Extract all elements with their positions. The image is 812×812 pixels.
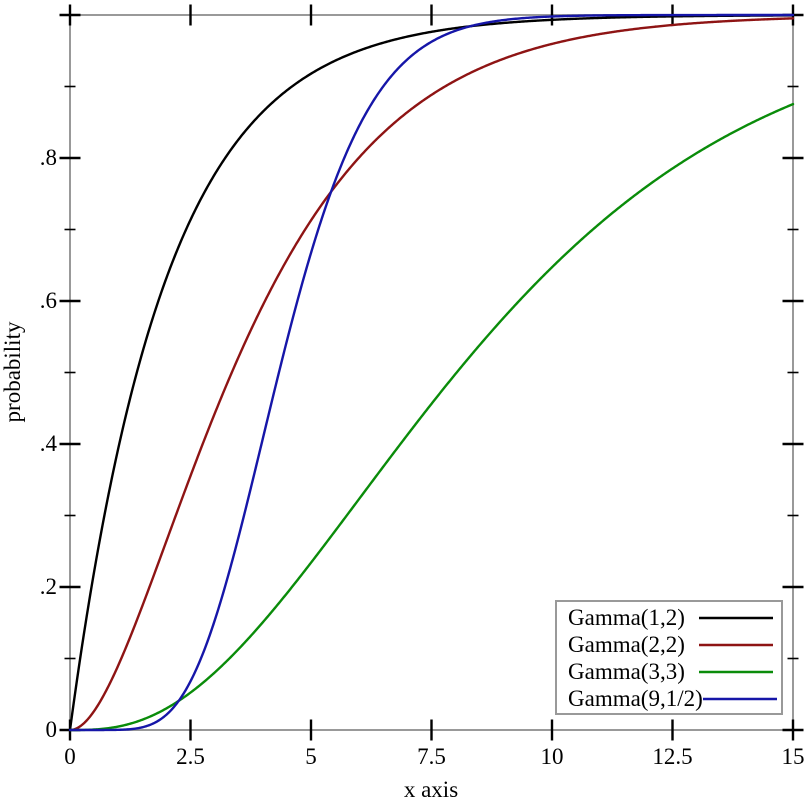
legend-item: Gamma(9,1/2) xyxy=(568,685,777,712)
x-tick-label: 0 xyxy=(64,744,76,769)
legend-label: Gamma(9,1/2) xyxy=(568,686,703,711)
legend-item: Gamma(2,2) xyxy=(568,631,773,658)
curve-gamma-2-2 xyxy=(68,17,795,732)
legend-item: Gamma(3,3) xyxy=(568,658,773,685)
legend: Gamma(1,2) Gamma(2,2) Gamma(3,3) Gamma(9,1/… xyxy=(555,600,783,715)
x-tick-label: 7.5 xyxy=(417,744,446,769)
legend-label: Gamma(1,2) xyxy=(568,605,685,630)
x-tick-label: 10 xyxy=(540,744,564,769)
y-tick-label: 0 xyxy=(45,717,58,742)
legend-line-swatch xyxy=(699,616,773,619)
legend-line-swatch xyxy=(702,697,777,700)
legend-line-swatch xyxy=(699,643,773,646)
legend-label: Gamma(3,3) xyxy=(568,659,685,684)
y-tick-label: .8 xyxy=(39,145,57,170)
y-tick-label: .4 xyxy=(39,431,57,456)
legend-line-swatch xyxy=(699,670,773,673)
curve-gamma-3-3 xyxy=(68,102,795,732)
y-tick-label: .2 xyxy=(39,574,57,599)
legend-label: Gamma(2,2) xyxy=(568,632,685,657)
x-tick-label: 12.5 xyxy=(652,744,693,769)
y-axis-title: probability xyxy=(0,321,25,423)
x-axis-title: x axis xyxy=(403,777,459,802)
y-tick-label: .6 xyxy=(39,288,57,313)
legend-item: Gamma(1,2) xyxy=(568,604,773,631)
curve-gamma-1-2 xyxy=(68,14,795,732)
x-tick-label: 2.5 xyxy=(176,744,205,769)
x-tick-label: 15 xyxy=(781,744,805,769)
curve-gamma-9-1-2 xyxy=(68,13,795,732)
x-tick-label: 5 xyxy=(305,744,317,769)
